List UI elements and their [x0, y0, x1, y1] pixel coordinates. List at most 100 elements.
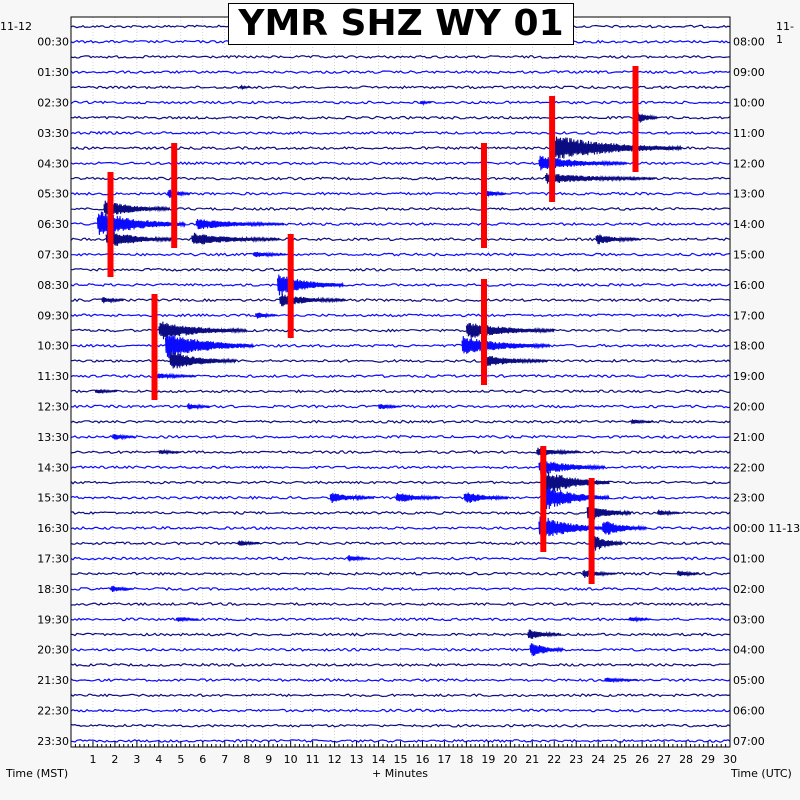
right-time-label: 20:00 [733, 401, 765, 414]
x-axis-label-left: Time (MST) [6, 767, 69, 780]
trace-row [70, 70, 731, 75]
left-time-label: 19:30 [37, 613, 69, 626]
x-axis-label-center: + Minutes [372, 767, 429, 780]
event-burst [544, 173, 656, 184]
trace-row [70, 602, 731, 607]
event-burst [588, 533, 623, 553]
right-time-label: 15:00 [733, 249, 765, 262]
x-tick-label: 7 [221, 753, 228, 766]
event-burst [527, 629, 562, 639]
left-time-label: 05:30 [37, 188, 69, 201]
left-time-label: 04:30 [37, 157, 69, 170]
right-time-label: 08:00 [733, 36, 765, 49]
left-time-label: 17:30 [37, 553, 69, 566]
event-burst [461, 336, 551, 354]
left-time-label: 11:30 [37, 370, 69, 383]
trace-row [70, 647, 731, 652]
event-burst [195, 218, 285, 230]
left-time-label: 09:30 [37, 309, 69, 322]
event-burst [237, 540, 261, 547]
trace-row [70, 708, 731, 713]
right-time-label: 07:00 [733, 735, 765, 748]
event-burst [529, 643, 564, 657]
x-tick-label: 21 [525, 753, 539, 766]
trace-row [70, 298, 731, 303]
event-burst [463, 492, 509, 503]
trace-row [70, 115, 731, 120]
x-tick-label: 19 [481, 753, 495, 766]
trace-row [70, 100, 731, 105]
trace-row [70, 282, 731, 287]
event-burst [542, 486, 610, 510]
left-time-label: 02:30 [37, 97, 69, 110]
event-burst [656, 509, 680, 517]
x-tick-label: 5 [177, 753, 184, 766]
right-time-label: 03:00 [733, 613, 765, 626]
event-burst [169, 351, 237, 369]
x-tick-label: 10 [284, 753, 298, 766]
trace-row [70, 419, 731, 424]
left-time-label: 08:30 [37, 279, 69, 292]
event-burst [109, 585, 133, 592]
clipped-signal [540, 446, 547, 552]
event-burst [105, 231, 173, 248]
trace-row [70, 480, 731, 485]
left-time-label: 20:30 [37, 644, 69, 657]
x-tick-layer [70, 741, 731, 747]
event-burst [628, 615, 652, 623]
clipped-signal [588, 478, 595, 584]
x-tick-label: 15 [394, 753, 408, 766]
event-burst [483, 190, 507, 197]
right-time-label: 21:00 [733, 431, 765, 444]
left-time-label: 10:30 [37, 340, 69, 353]
event-burst [94, 388, 118, 395]
event-burst [419, 99, 432, 107]
x-tick-label: 20 [503, 753, 517, 766]
right-time-label: 14:00 [733, 218, 765, 231]
event-burst [595, 234, 641, 245]
trace-row [70, 389, 731, 394]
x-tick-label: 28 [679, 753, 693, 766]
event-burst [602, 521, 648, 535]
left-time-label: 15:30 [37, 492, 69, 505]
left-time-label: 03:30 [37, 127, 69, 140]
trace-row [70, 556, 731, 561]
trace-row [70, 632, 730, 637]
event-layer [94, 84, 700, 684]
event-burst [676, 570, 700, 578]
event-burst [186, 403, 210, 410]
right-time-labels: 08:00 09:00 10:00 11:00 12:00 13:00 14:00 15:00… [733, 36, 800, 748]
event-burst [158, 321, 248, 340]
left-date-label: 11-12 [0, 20, 32, 33]
trace-row [70, 586, 731, 591]
right-time-label: 13:00 [733, 188, 765, 201]
left-time-label: 14:30 [37, 461, 69, 474]
x-tick-label: 22 [547, 753, 561, 766]
trace-row [70, 54, 731, 59]
event-burst [538, 459, 606, 475]
x-tick-label: 11 [306, 753, 320, 766]
event-burst [395, 493, 441, 502]
left-time-label: 07:30 [37, 249, 69, 262]
right-time-label: 22:00 [733, 461, 765, 474]
x-tick-label: 30 [723, 753, 737, 766]
event-burst [604, 677, 639, 684]
trace-row [70, 723, 731, 728]
right-time-label: 05:00 [733, 674, 765, 687]
event-burst [151, 372, 197, 380]
left-time-label: 23:30 [37, 735, 69, 748]
clipped-signal [287, 234, 294, 338]
left-time-label: 00:30 [37, 36, 69, 49]
x-tick-label: 12 [328, 753, 342, 766]
right-time-label: 23:00 [733, 492, 765, 505]
clipped-signal [171, 143, 178, 248]
x-tick-label: 29 [701, 753, 715, 766]
right-time-label: 12:00 [733, 157, 765, 170]
x-tick-label: 14 [372, 753, 386, 766]
event-burst [112, 433, 136, 441]
x-axis-label-right: Time (UTC) [731, 767, 792, 780]
event-burst [175, 616, 199, 623]
event-burst [481, 354, 549, 368]
event-burst [191, 232, 281, 245]
